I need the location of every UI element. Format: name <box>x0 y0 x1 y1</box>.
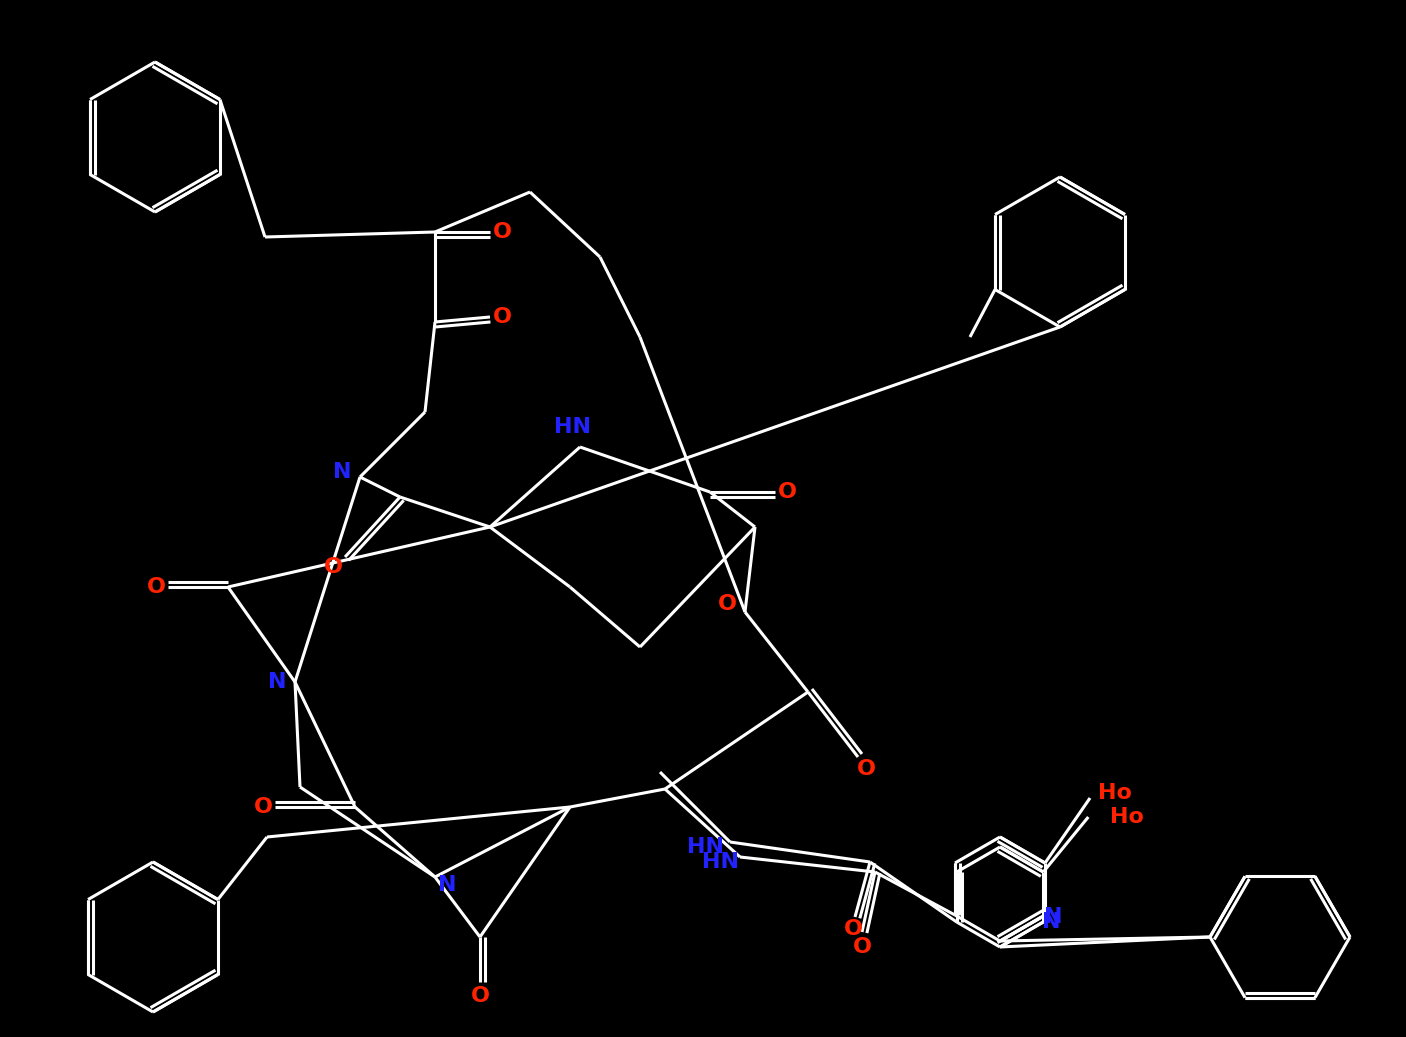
Text: N: N <box>437 875 457 895</box>
Text: O: O <box>844 919 862 938</box>
Text: O: O <box>778 482 797 502</box>
Text: N: N <box>1043 907 1063 927</box>
Text: N: N <box>267 672 287 692</box>
Text: Ho: Ho <box>1111 807 1144 826</box>
Text: O: O <box>323 557 343 577</box>
Text: N: N <box>333 463 352 482</box>
Text: HN: HN <box>554 417 591 437</box>
Text: HN: HN <box>702 852 738 872</box>
Text: O: O <box>856 759 876 779</box>
Text: O: O <box>471 986 489 1006</box>
Text: O: O <box>492 222 512 242</box>
Text: O: O <box>492 307 512 327</box>
Text: O: O <box>146 577 166 597</box>
Text: N: N <box>1042 912 1060 932</box>
Text: O: O <box>852 937 872 957</box>
Text: O: O <box>253 797 273 817</box>
Text: O: O <box>717 594 737 614</box>
Text: Ho: Ho <box>1098 783 1132 803</box>
Text: HN: HN <box>686 837 724 857</box>
